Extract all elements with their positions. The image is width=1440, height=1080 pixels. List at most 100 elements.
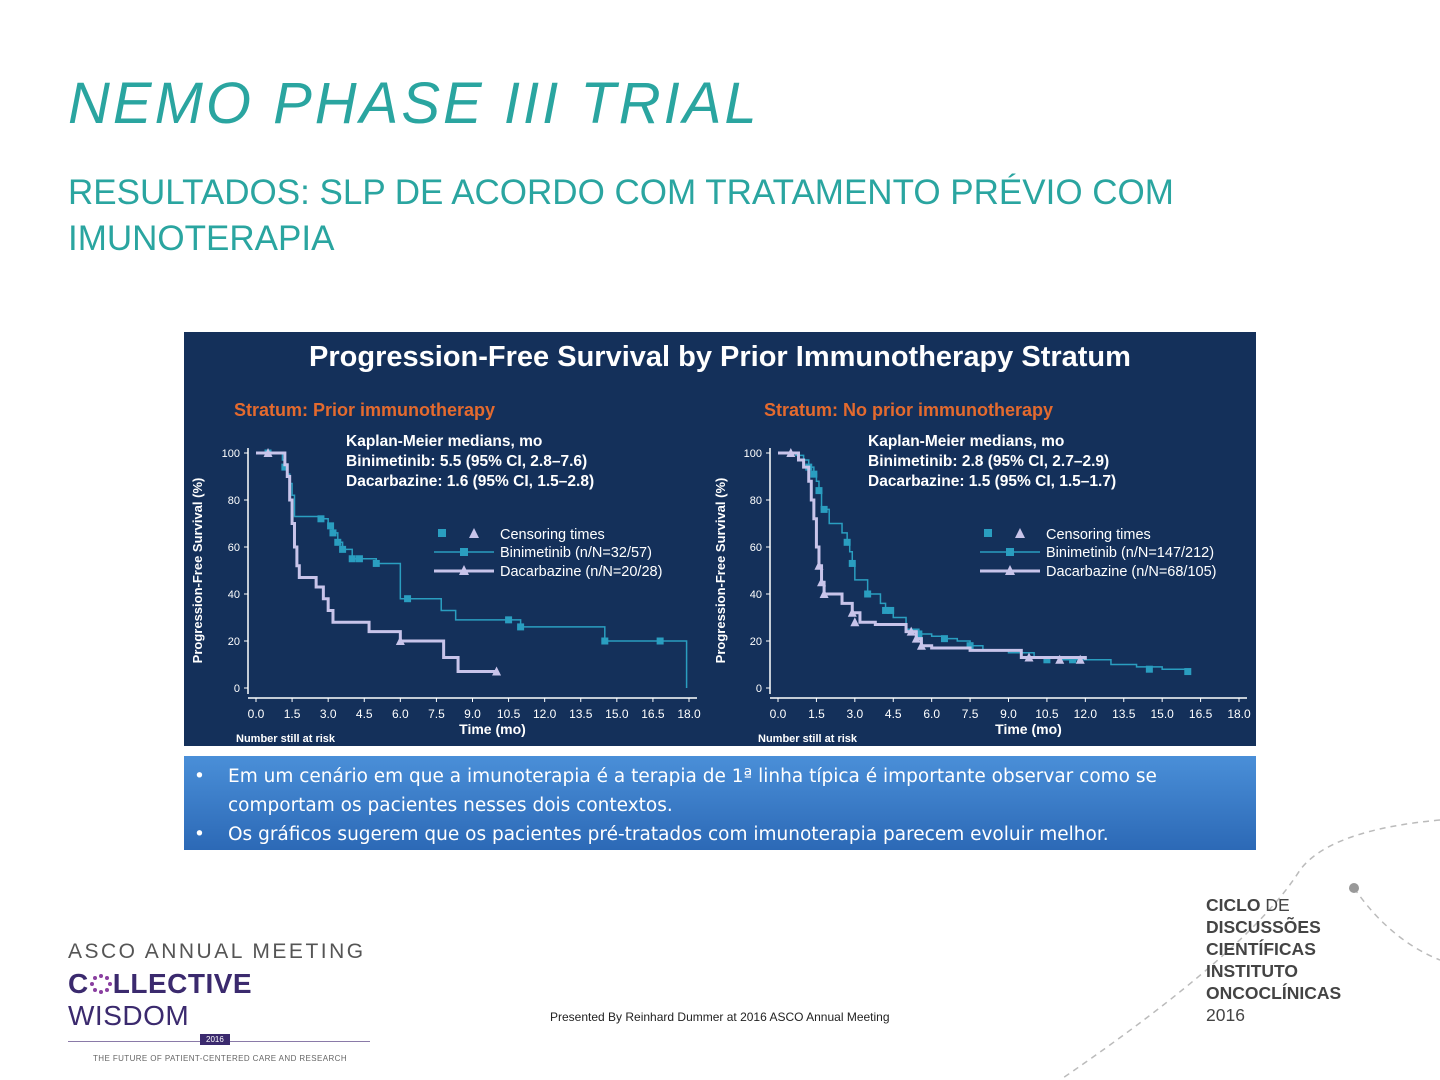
- censor-mark-binimetinib: [915, 630, 923, 638]
- censor-mark-binimetinib: [966, 642, 974, 650]
- legend-label: Dacarbazine (n/N=20/28): [500, 564, 662, 580]
- x-tick-label: 7.5: [962, 707, 979, 721]
- censor-mark-binimetinib: [348, 555, 356, 563]
- x-tick-label: 9.0: [464, 707, 481, 721]
- y-tick-label: 40: [228, 589, 240, 601]
- y-tick-label: 80: [750, 495, 762, 507]
- x-tick-label: 15.0: [605, 707, 629, 721]
- censor-mark-binimetinib: [355, 555, 363, 563]
- asco-logo-line1: ASCO ANNUAL MEETING: [68, 940, 366, 963]
- censor-mark-binimetinib: [1184, 668, 1192, 676]
- legend-label: Censoring times: [500, 527, 605, 543]
- y-tick-label: 20: [228, 636, 240, 648]
- legend-label: Dacarbazine (n/N=68/105): [1046, 564, 1216, 580]
- x-tick-label: 12.0: [533, 707, 557, 721]
- censor-mark-binimetinib: [887, 606, 895, 614]
- asco-logo-c: C: [68, 968, 89, 999]
- censor-mark-dacarbazine: [1024, 652, 1034, 662]
- censor-mark-binimetinib: [334, 538, 342, 546]
- censor-mark-binimetinib: [656, 637, 664, 645]
- censor-mark-dacarbazine: [492, 666, 502, 676]
- median-text: Dacarbazine: 1.6 (95% CI, 1.5–2.8): [346, 473, 594, 490]
- ciclo-line5: ONCOCLÍNICAS: [1206, 983, 1342, 1003]
- asco-year-row: 2016: [68, 1034, 378, 1048]
- legend-label: Censoring times: [1046, 527, 1151, 543]
- censor-mark-binimetinib: [1145, 665, 1153, 673]
- legend-marker-dacarbazine: [1005, 565, 1015, 575]
- bullet-box: • Em um cenário em que a imunoterapia é a…: [184, 756, 1256, 850]
- x-tick-label: 18.0: [1227, 707, 1251, 721]
- median-text: Dacarbazine: 1.5 (95% CI, 1.5–1.7): [868, 473, 1116, 490]
- stratum-title: Stratum: Prior immunotherapy: [234, 400, 495, 420]
- risk-table-label: Number still at risk: [758, 733, 858, 745]
- legend-marker-binimetinib: [460, 548, 468, 556]
- censor-mark-binimetinib: [517, 623, 525, 631]
- censor-mark-dacarbazine: [819, 589, 829, 598]
- asco-logo-line2: C LLECTIVE WISDOM: [68, 968, 378, 1032]
- censor-mark-binimetinib: [505, 616, 513, 624]
- km-curve-dacarbazine: [778, 451, 1087, 660]
- page-title: NEMO PHASE III TRIAL: [68, 71, 760, 136]
- x-tick-label: 4.5: [356, 707, 373, 721]
- stratum-title: Stratum: No prior immunotherapy: [764, 400, 1053, 420]
- censor-mark-dacarbazine: [1055, 654, 1065, 664]
- x-tick-label: 6.0: [392, 707, 409, 721]
- asco-logo-llective: LLECTIVE: [112, 968, 253, 999]
- y-tick-label: 60: [228, 542, 240, 554]
- y-tick-label: 0: [234, 683, 240, 695]
- censor-mark-binimetinib: [327, 522, 335, 530]
- censor-mark-binimetinib: [1069, 656, 1077, 664]
- legend-censor-square: [984, 529, 992, 537]
- bullet-dot: •: [194, 766, 205, 787]
- y-tick-label: 100: [744, 448, 762, 460]
- ciclo-line2: DISCUSSÕES: [1206, 917, 1321, 937]
- km-plot-2: Stratum: No prior immunotherapy 0 20 40 60 80…: [713, 400, 1251, 745]
- y-tick-label: 0: [756, 683, 762, 695]
- censor-mark-dacarbazine: [786, 448, 796, 457]
- legend-censor-triangle: [469, 528, 479, 538]
- x-tick-label: 12.0: [1074, 707, 1098, 721]
- x-axis-label: Time (mo): [995, 721, 1062, 737]
- km-curve-dacarbazine: [256, 451, 497, 674]
- censor-mark-dacarbazine: [817, 577, 827, 587]
- ciclo-logo: CICLO DE DISCUSSÕES CIENTÍFICAS INSTITUT…: [1206, 894, 1341, 1026]
- x-tick-label: 7.5: [428, 707, 445, 721]
- x-tick-label: 4.5: [885, 707, 902, 721]
- chart-panel: Progression-Free Survival by Prior Immun…: [184, 332, 1256, 746]
- ciclo-line3: CIENTÍFICAS: [1206, 939, 1316, 959]
- ciclo-line1: CICLO DE: [1206, 895, 1290, 915]
- km-chart-svg: Progression-Free Survival by Prior Immun…: [190, 341, 1251, 745]
- decorative-arc: [1059, 819, 1440, 1080]
- bullet-item: • Em um cenário em que a imunoterapia é a…: [194, 762, 1226, 820]
- y-tick-label: 80: [228, 495, 240, 507]
- x-tick-label: 3.0: [320, 707, 337, 721]
- x-tick-label: 10.5: [1035, 707, 1059, 721]
- y-tick-label: 40: [750, 589, 762, 601]
- x-tick-label: 13.5: [569, 707, 593, 721]
- x-tick-label: 10.5: [497, 707, 521, 721]
- risk-table-label: Number still at risk: [236, 733, 336, 745]
- y-tick-label: 100: [222, 448, 240, 460]
- censor-mark-binimetinib: [843, 538, 851, 546]
- legend-marker-binimetinib: [1006, 548, 1014, 556]
- legend-label: Binimetinib (n/N=147/212): [1046, 545, 1214, 561]
- legend-censor-triangle: [1015, 528, 1025, 538]
- censor-mark-binimetinib: [404, 595, 412, 603]
- censor-mark-binimetinib: [810, 470, 818, 478]
- median-text: Binimetinib: 2.8 (95% CI, 2.7–2.9): [868, 453, 1109, 470]
- x-tick-label: 3.0: [846, 707, 863, 721]
- x-tick-label: 1.5: [284, 707, 301, 721]
- median-text: Binimetinib: 5.5 (95% CI, 2.8–7.6): [346, 453, 587, 470]
- asco-logo-wisdom: WISDOM: [68, 1000, 190, 1031]
- ciclo-line4: INSTITUTO: [1206, 961, 1299, 981]
- censor-mark-binimetinib: [1043, 656, 1051, 664]
- x-tick-label: 1.5: [808, 707, 825, 721]
- x-tick-label: 13.5: [1112, 707, 1136, 721]
- censor-mark-binimetinib: [372, 559, 380, 567]
- censor-mark-dacarbazine: [916, 640, 926, 650]
- x-tick-label: 16.5: [1189, 707, 1213, 721]
- x-tick-label: 9.0: [1000, 707, 1017, 721]
- x-tick-label: 0.0: [248, 707, 265, 721]
- medians-title: Kaplan-Meier medians, mo: [346, 433, 542, 450]
- bullet-item: • Os gráficos sugerem que os pacientes pr…: [194, 820, 1226, 849]
